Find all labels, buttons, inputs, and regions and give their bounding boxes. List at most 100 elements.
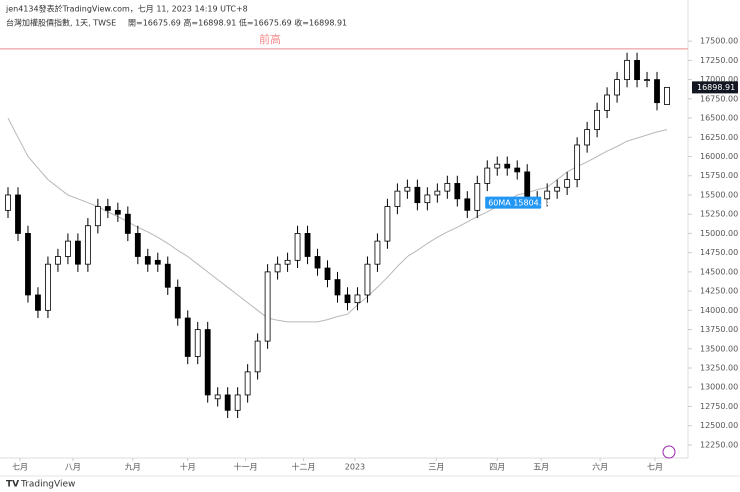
candle-body [164, 263, 171, 288]
candle-body [104, 206, 111, 211]
candle-body [254, 340, 261, 373]
candle-body [574, 144, 581, 180]
y-tick-label: 13500.00 [700, 344, 738, 353]
candle-body [594, 109, 601, 130]
candle-body [414, 186, 421, 204]
candle-body [274, 263, 281, 273]
candle-body [544, 190, 551, 200]
candle-body [604, 94, 610, 111]
candle-body [584, 129, 591, 146]
x-tick-label: 十一月 [234, 462, 258, 472]
candle-body [45, 263, 51, 311]
candle-body [404, 186, 411, 192]
last-price-box [692, 81, 738, 94]
candle-body [644, 79, 650, 82]
footer: TradingView [20, 480, 75, 490]
y-tick-label: 17250.00 [700, 56, 738, 65]
candle-body [564, 179, 571, 188]
candle-body [124, 213, 131, 234]
y-tick-label: 14750.00 [700, 248, 738, 257]
ohlc-legend: 開=16675.69 高=16898.91 低=16675.69 收=16898… [128, 18, 347, 28]
candle-body [444, 183, 451, 192]
candle-body [454, 183, 461, 200]
candle-body [484, 167, 491, 184]
last-price-label: 16898.91 [697, 83, 735, 92]
y-tick-label: 14500.00 [700, 267, 738, 276]
candle-body [294, 233, 301, 261]
y-tick-label: 17000.00 [700, 75, 738, 84]
y-tick-label: 14250.00 [700, 287, 738, 296]
candle-body [25, 233, 31, 296]
candle-body [394, 190, 401, 207]
candle-body [35, 294, 41, 311]
x-tick-label: 四月 [489, 463, 505, 472]
x-tick-label: 九月 [125, 463, 141, 472]
alert-icon[interactable] [662, 445, 676, 459]
candle-body [84, 225, 91, 265]
candle-body [474, 183, 481, 211]
x-tick-label: 三月 [428, 463, 444, 472]
candle-body [74, 240, 81, 265]
candle-body [654, 79, 660, 104]
candle-body [374, 240, 381, 265]
candle-body [244, 371, 251, 396]
candle-body [194, 329, 201, 357]
y-tick-label: 16000.00 [700, 152, 738, 161]
logo: TV [6, 480, 19, 490]
candle-body [204, 329, 211, 396]
x-tick-label: 2023 [345, 463, 365, 472]
y-tick-label: 16250.00 [700, 133, 738, 142]
level-label: 前高 [259, 32, 281, 46]
ma-label-box [485, 196, 542, 209]
y-tick-label: 12500.00 [700, 421, 738, 430]
x-tick-label: 十二月 [292, 462, 316, 472]
candle-body [524, 171, 531, 200]
candle-body [464, 198, 471, 211]
x-tick-label: 七月 [647, 463, 663, 472]
y-tick-label: 13000.00 [700, 383, 738, 392]
candle-body [65, 240, 71, 257]
candle-body [314, 256, 321, 269]
y-tick-label: 15250.00 [700, 210, 738, 219]
candle-body [264, 271, 271, 342]
y-tick-label: 15500.00 [700, 190, 738, 199]
candle-body [434, 190, 441, 196]
candle-body [334, 279, 341, 296]
candle-body [504, 163, 511, 169]
x-tick-label: 六月 [592, 462, 608, 472]
candle-body [634, 59, 640, 81]
candle-body [554, 186, 561, 192]
y-tick-label: 16750.00 [700, 94, 738, 103]
y-tick-label: 15750.00 [700, 171, 738, 180]
chart-title: 台灣加權股價指數, 1天, TWSE [6, 18, 116, 28]
y-tick-label: 12250.00 [700, 440, 738, 449]
y-tick-label: 16500.00 [700, 114, 738, 123]
candle-body [494, 163, 501, 169]
candle-body [664, 86, 670, 105]
ma-label: 60MA 15804.78 [488, 199, 551, 208]
candle-body [344, 294, 351, 304]
x-tick-label: 七月 [12, 463, 28, 472]
candle-body [234, 394, 241, 411]
candle-body [514, 167, 521, 173]
candle-body [134, 233, 141, 257]
candle-body [114, 209, 121, 215]
y-tick-label: 13250.00 [700, 364, 738, 373]
candle-body [354, 294, 361, 304]
candle-body [384, 206, 391, 242]
candle-body [144, 256, 151, 265]
candle-body [214, 394, 221, 400]
candle-body [624, 59, 630, 81]
candle-body [94, 206, 101, 227]
candle-body [424, 194, 431, 204]
candle-body [614, 79, 620, 96]
y-tick-label: 13750.00 [700, 325, 738, 334]
candle-body [184, 317, 191, 357]
y-tick-label: 15000.00 [700, 229, 738, 238]
candle-body [224, 394, 231, 411]
x-tick-label: 十月 [180, 462, 196, 472]
candle-body [304, 233, 311, 257]
y-tick-label: 12750.00 [700, 402, 738, 411]
candle-body [154, 259, 161, 265]
